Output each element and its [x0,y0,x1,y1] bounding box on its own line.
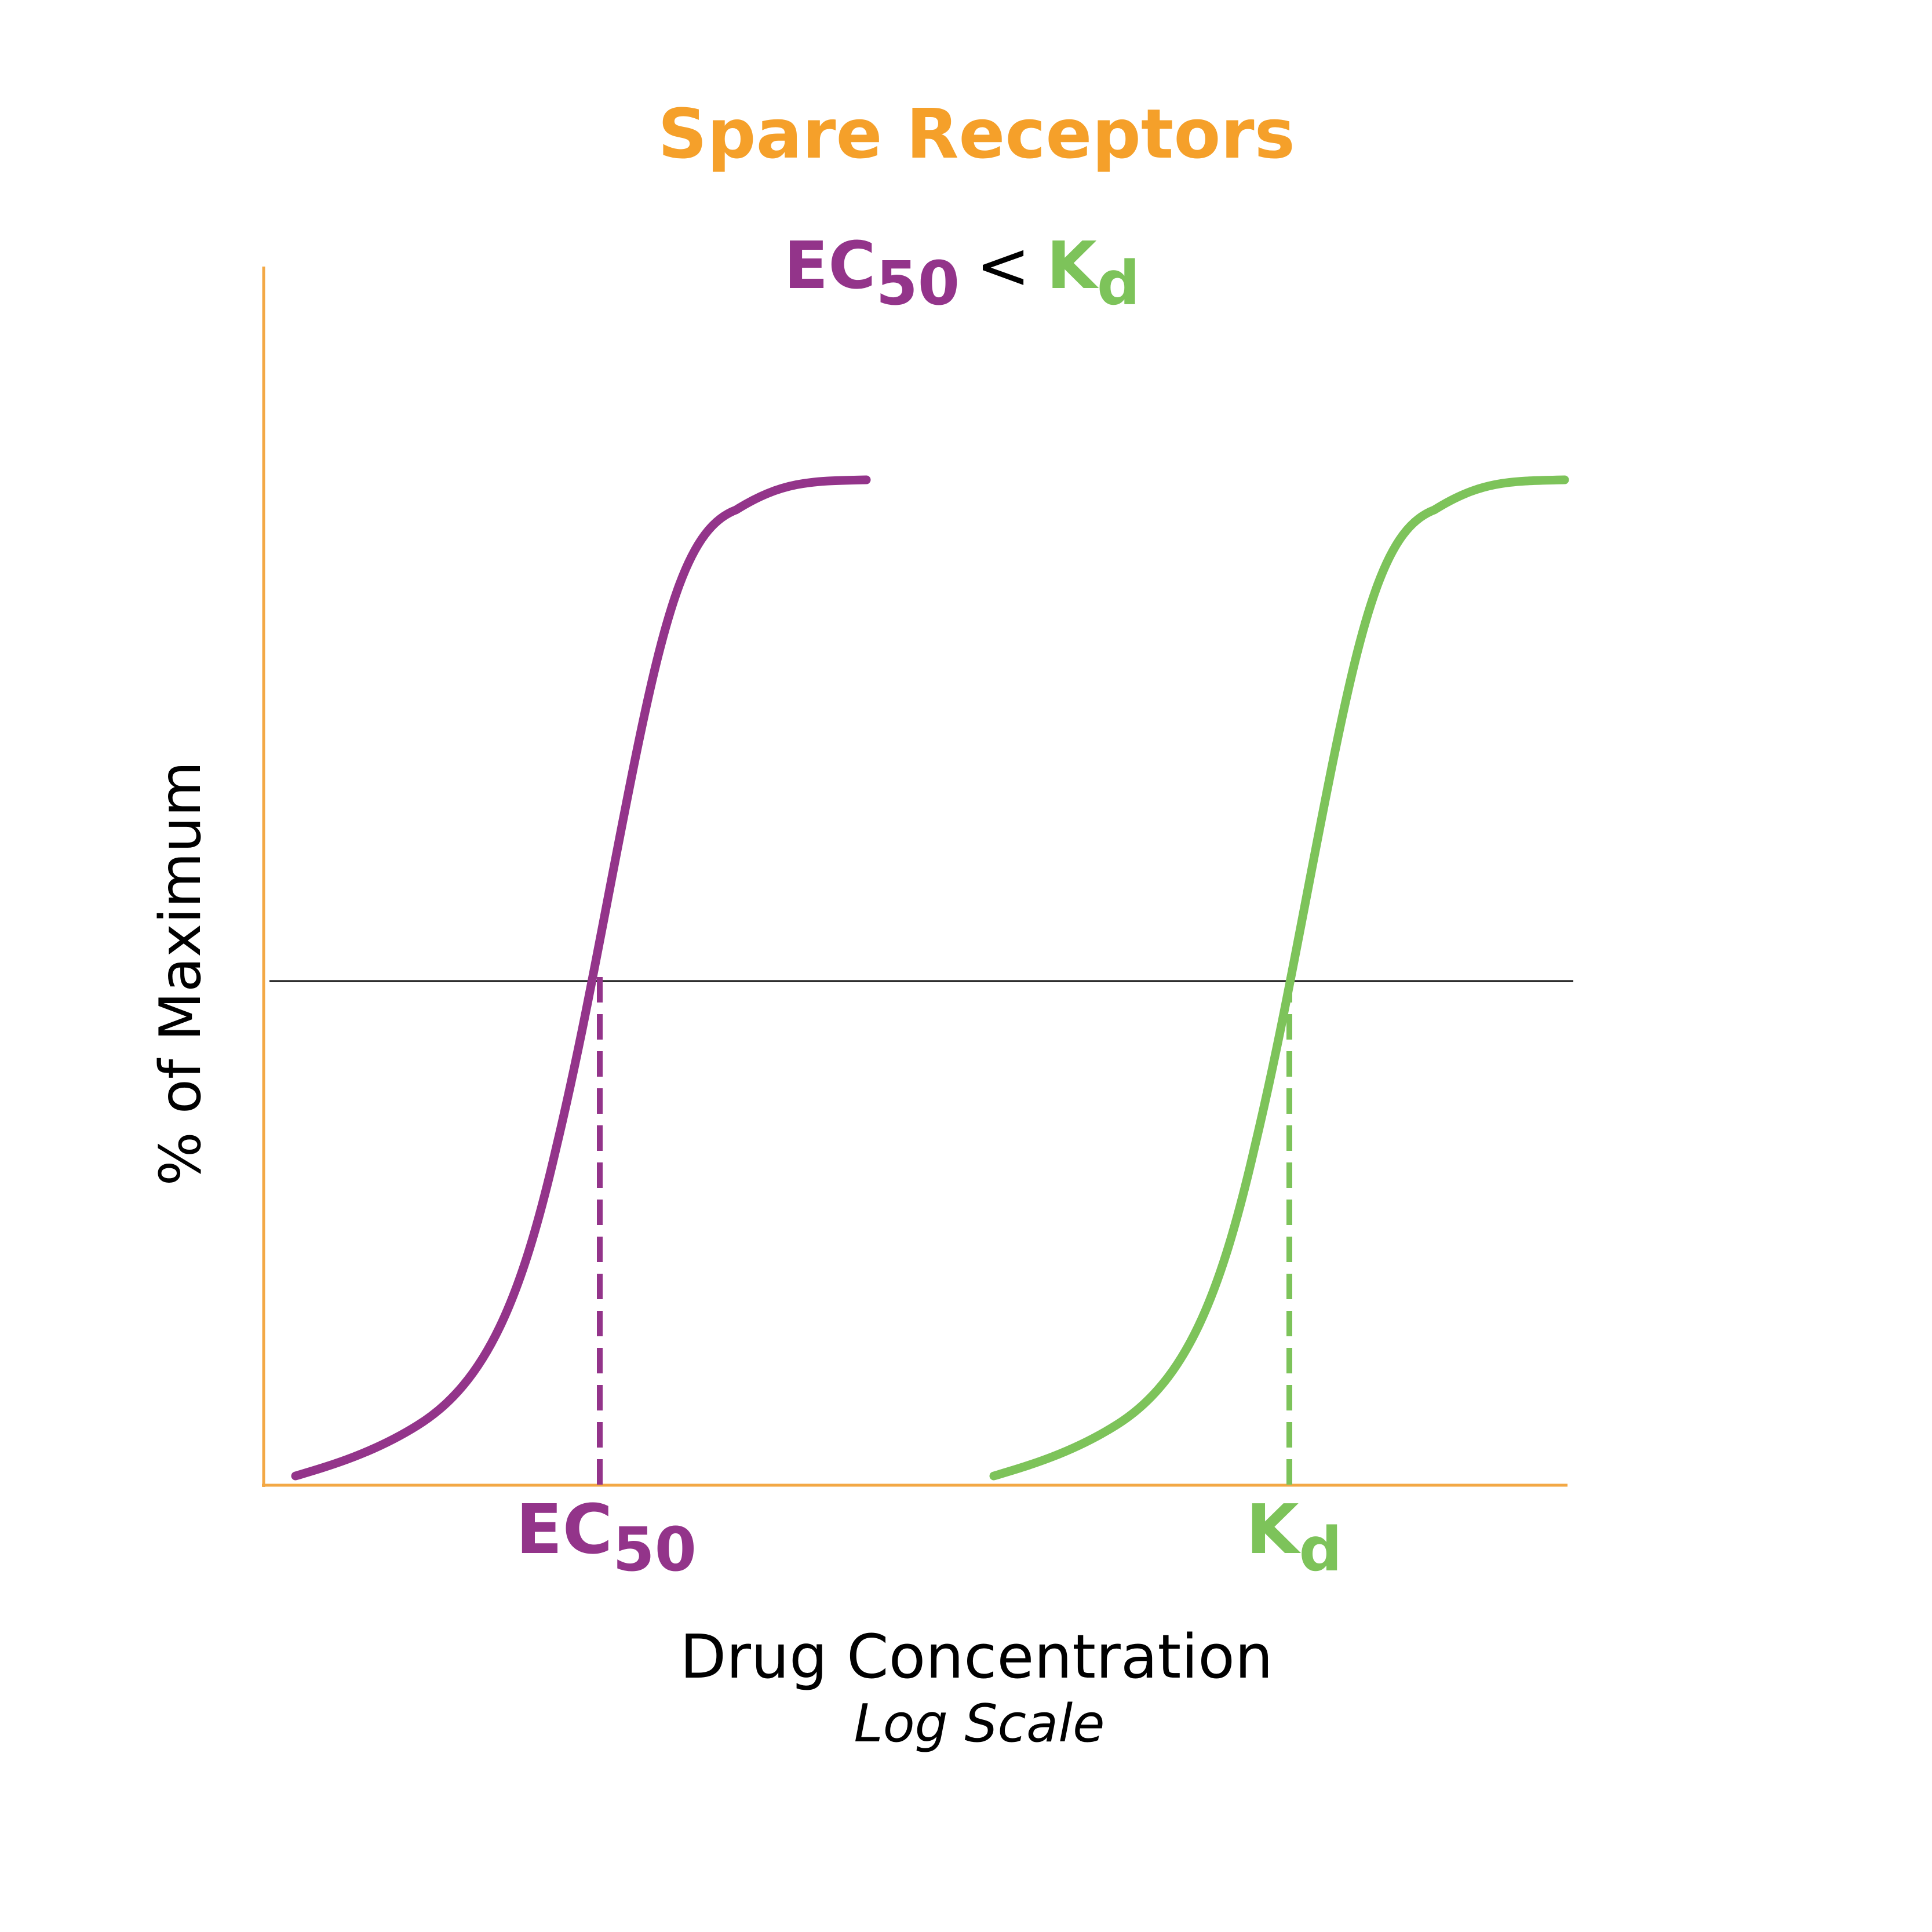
kd-label-sub: d [1299,1514,1342,1585]
diagram-title: Spare Receptors [658,94,1295,174]
ec50-curve [291,475,871,1481]
relation-ec-main: EC [784,228,876,304]
relation-kd-sub: d [1097,248,1140,319]
relation-ec-sub: 50 [876,248,960,319]
kd-label-main: K [1246,1489,1302,1569]
kd-marker-label: Kd [1246,1489,1342,1585]
ec50-marker-label: EC50 [516,1489,697,1585]
relation-heading: EC50 < Kd [784,228,1140,319]
x-axis-sublabel: Log Scale [854,1693,1104,1754]
y-axis-label: % of Maximum [148,761,214,1186]
relation-operator: < [976,228,1030,304]
relation-kd-main: K [1047,228,1099,304]
x-axis-label: Drug Concentration [680,1621,1273,1692]
kd-curve [989,475,1569,1481]
ec50-label-sub: 50 [613,1514,697,1585]
ec50-label-main: EC [516,1489,613,1569]
